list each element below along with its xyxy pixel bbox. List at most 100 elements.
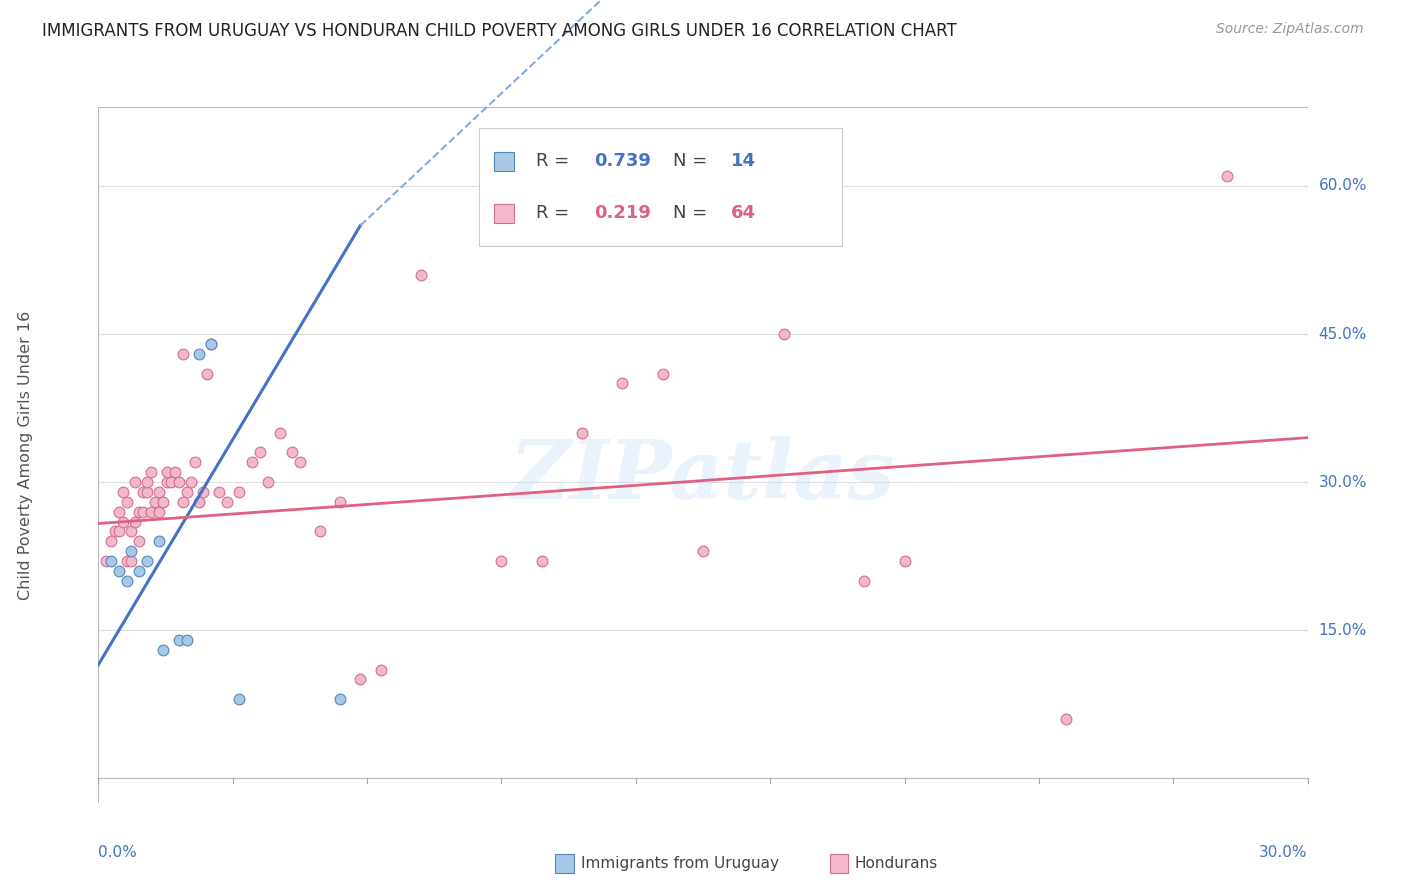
Text: N =: N = (672, 204, 713, 222)
Point (893, 554, 915, 568)
Bar (494, 203, 515, 223)
Point (329, 495, 352, 509)
Text: 30.0%: 30.0% (1319, 475, 1367, 490)
Point (180, 475, 202, 489)
Point (115, 554, 138, 568)
Point (193, 484, 215, 499)
Point (100, 534, 122, 549)
Point (208, 484, 231, 499)
Point (491, 554, 513, 568)
Text: R =: R = (536, 153, 575, 170)
Text: 64: 64 (731, 204, 756, 222)
Point (349, 673, 371, 687)
Point (120, 544, 142, 558)
Point (124, 475, 146, 489)
Point (111, 515, 134, 529)
Point (148, 484, 170, 499)
Point (269, 425, 291, 440)
Text: 15.0%: 15.0% (1319, 623, 1367, 638)
Point (612, 376, 634, 391)
Point (281, 445, 304, 459)
Point (217, 495, 239, 509)
Point (188, 495, 211, 509)
Point (853, 574, 876, 588)
Point (176, 484, 198, 499)
Point (571, 425, 593, 440)
Point (100, 554, 122, 568)
Point (156, 475, 179, 489)
Point (188, 347, 211, 361)
Point (120, 524, 142, 539)
Point (132, 484, 155, 499)
FancyBboxPatch shape (479, 128, 842, 246)
Point (124, 515, 146, 529)
Text: Hondurans: Hondurans (855, 856, 938, 871)
Point (772, 326, 794, 341)
Text: N =: N = (672, 153, 713, 170)
Point (103, 524, 125, 539)
Point (135, 475, 157, 489)
Text: Child Poverty Among Girls Under 16: Child Poverty Among Girls Under 16 (18, 310, 34, 599)
Point (107, 524, 129, 539)
Text: 30.0%: 30.0% (1260, 845, 1308, 860)
Point (228, 484, 250, 499)
Point (128, 505, 150, 519)
Point (152, 643, 174, 657)
Point (135, 554, 157, 568)
Text: 0.219: 0.219 (595, 204, 651, 222)
Text: 0.739: 0.739 (595, 153, 651, 170)
Text: IMMIGRANTS FROM URUGUAY VS HONDURAN CHILD POVERTY AMONG GIRLS UNDER 16 CORRELATI: IMMIGRANTS FROM URUGUAY VS HONDURAN CHIL… (42, 22, 957, 40)
Point (370, 663, 392, 677)
Point (96, 554, 118, 568)
Point (288, 455, 311, 469)
Point (228, 692, 250, 706)
Point (128, 534, 150, 549)
Point (329, 692, 352, 706)
Point (156, 465, 179, 479)
Point (111, 484, 134, 499)
Point (148, 505, 170, 519)
Text: ZIPatlas: ZIPatlas (510, 436, 896, 516)
Text: Immigrants from Uruguay: Immigrants from Uruguay (581, 856, 779, 871)
Point (115, 574, 138, 588)
Point (139, 505, 162, 519)
Point (107, 564, 129, 578)
Point (148, 534, 170, 549)
Point (120, 554, 142, 568)
Point (1216, 169, 1239, 183)
Point (409, 268, 432, 282)
Point (132, 505, 155, 519)
Point (1054, 712, 1077, 726)
Point (195, 367, 218, 381)
Point (143, 495, 166, 509)
Point (128, 564, 150, 578)
Point (107, 505, 129, 519)
Point (172, 495, 194, 509)
Text: 45.0%: 45.0% (1319, 326, 1367, 342)
Point (651, 367, 673, 381)
Point (135, 484, 157, 499)
Point (163, 465, 186, 479)
Point (530, 554, 553, 568)
Point (167, 475, 190, 489)
Point (249, 445, 271, 459)
Point (139, 465, 162, 479)
Point (256, 475, 278, 489)
Point (200, 337, 222, 351)
Text: 60.0%: 60.0% (1319, 178, 1367, 194)
Text: R =: R = (536, 204, 575, 222)
Point (160, 475, 183, 489)
Point (152, 495, 174, 509)
Point (309, 524, 332, 539)
Text: Source: ZipAtlas.com: Source: ZipAtlas.com (1216, 22, 1364, 37)
Text: 0.0%: 0.0% (98, 845, 138, 860)
Text: 14: 14 (731, 153, 756, 170)
Point (172, 347, 194, 361)
Point (692, 544, 714, 558)
Point (240, 455, 263, 469)
Bar (494, 152, 515, 171)
Point (176, 632, 198, 647)
Point (167, 632, 190, 647)
Point (200, 337, 222, 351)
Point (184, 455, 207, 469)
